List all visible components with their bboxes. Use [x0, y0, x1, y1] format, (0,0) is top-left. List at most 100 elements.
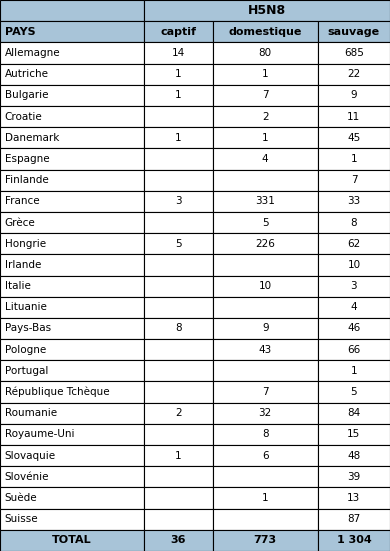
Text: 6: 6	[262, 451, 268, 461]
Bar	[318, 191, 390, 212]
Bar	[144, 339, 213, 360]
Bar	[318, 21, 390, 42]
Text: 10: 10	[259, 281, 272, 291]
Bar	[0, 21, 144, 42]
Text: 773: 773	[254, 536, 277, 545]
Bar	[213, 530, 318, 551]
Text: 4: 4	[351, 302, 357, 312]
Bar	[213, 127, 318, 148]
Text: 685: 685	[344, 48, 364, 58]
Bar	[318, 488, 390, 509]
Bar	[318, 106, 390, 127]
Text: Autriche: Autriche	[5, 69, 49, 79]
Bar	[0, 488, 144, 509]
Text: 8: 8	[175, 323, 182, 333]
Text: PAYS: PAYS	[5, 27, 35, 37]
Bar	[0, 424, 144, 445]
Text: 33: 33	[347, 196, 360, 206]
Bar	[144, 466, 213, 488]
Bar	[144, 212, 213, 233]
Text: 9: 9	[262, 323, 268, 333]
Text: Slovaquie: Slovaquie	[5, 451, 56, 461]
Bar	[144, 63, 213, 85]
Bar	[213, 445, 318, 466]
Text: Pays-Bas: Pays-Bas	[5, 323, 51, 333]
Bar	[213, 63, 318, 85]
Bar	[0, 360, 144, 381]
Text: captif: captif	[160, 27, 197, 37]
Text: 5: 5	[175, 239, 182, 249]
Text: 2: 2	[262, 111, 268, 122]
Bar	[213, 318, 318, 339]
Bar	[144, 170, 213, 191]
Text: Espagne: Espagne	[5, 154, 49, 164]
Bar	[213, 255, 318, 276]
Text: Hongrie: Hongrie	[5, 239, 46, 249]
Text: Finlande: Finlande	[5, 175, 48, 185]
Bar	[0, 148, 144, 170]
Text: 10: 10	[347, 260, 360, 270]
Text: 5: 5	[351, 387, 357, 397]
Text: 1: 1	[175, 69, 182, 79]
Bar	[144, 530, 213, 551]
Bar	[144, 509, 213, 530]
Bar	[144, 85, 213, 106]
Text: 9: 9	[351, 90, 357, 100]
Text: 66: 66	[347, 345, 360, 355]
Bar	[318, 445, 390, 466]
Bar	[213, 381, 318, 403]
Bar	[0, 191, 144, 212]
Text: 48: 48	[347, 451, 360, 461]
Text: 226: 226	[255, 239, 275, 249]
Text: Grèce: Grèce	[5, 218, 35, 228]
Bar	[213, 191, 318, 212]
Bar	[318, 360, 390, 381]
Bar	[213, 360, 318, 381]
Text: 22: 22	[347, 69, 360, 79]
Bar	[213, 106, 318, 127]
Text: 8: 8	[351, 218, 357, 228]
Bar	[318, 381, 390, 403]
Bar	[318, 148, 390, 170]
Bar	[318, 339, 390, 360]
Bar	[144, 381, 213, 403]
Bar	[144, 191, 213, 212]
Bar	[144, 296, 213, 318]
Bar	[213, 233, 318, 255]
Text: 1: 1	[175, 133, 182, 143]
Bar	[144, 318, 213, 339]
Bar	[213, 509, 318, 530]
Bar	[0, 42, 144, 63]
Text: 1: 1	[262, 493, 268, 503]
Text: 1 304: 1 304	[337, 536, 371, 545]
Bar	[213, 403, 318, 424]
Bar	[318, 212, 390, 233]
Bar	[318, 255, 390, 276]
Bar	[0, 0, 144, 21]
Bar	[0, 127, 144, 148]
Text: Suisse: Suisse	[5, 514, 38, 524]
Text: 32: 32	[259, 408, 272, 418]
Text: 43: 43	[259, 345, 272, 355]
Bar	[0, 339, 144, 360]
Bar	[144, 276, 213, 296]
Text: Lituanie: Lituanie	[5, 302, 46, 312]
Text: France: France	[5, 196, 39, 206]
Text: 87: 87	[347, 514, 360, 524]
Bar	[144, 360, 213, 381]
Bar	[318, 509, 390, 530]
Bar	[0, 255, 144, 276]
Bar	[318, 403, 390, 424]
Text: 2: 2	[175, 408, 182, 418]
Text: 3: 3	[175, 196, 182, 206]
Text: 36: 36	[171, 536, 186, 545]
Bar	[144, 21, 213, 42]
Bar	[0, 63, 144, 85]
Bar	[144, 42, 213, 63]
Text: 1: 1	[351, 366, 357, 376]
Bar	[0, 530, 144, 551]
Text: 45: 45	[347, 133, 360, 143]
Text: 7: 7	[262, 387, 268, 397]
Text: 1: 1	[262, 69, 268, 79]
Text: Italie: Italie	[5, 281, 30, 291]
